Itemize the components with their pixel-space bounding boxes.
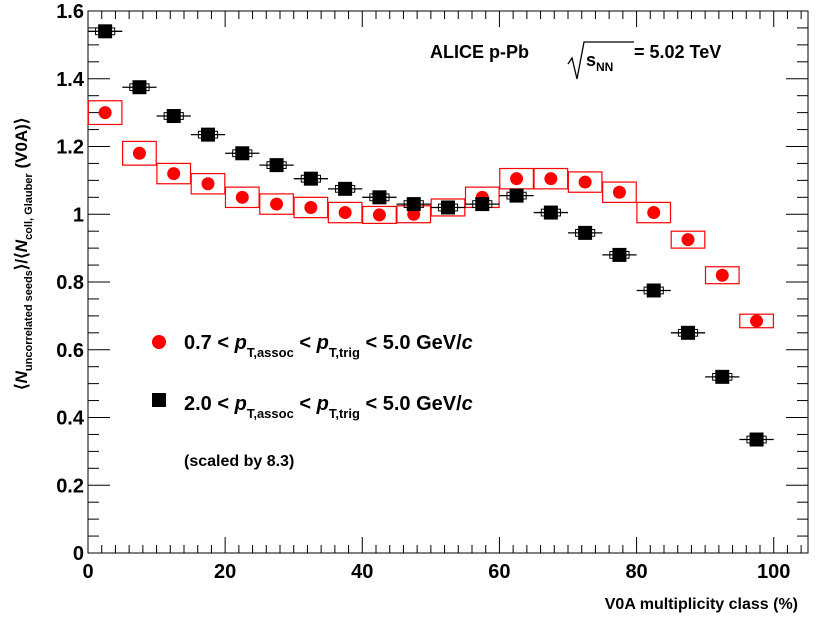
syst-box-red [704,266,740,285]
systematic-boxes [87,27,774,444]
syst-box-red [259,193,294,215]
data-point-black [235,146,250,161]
x-tick-label: 0 [82,561,93,583]
data-point-black [372,190,387,205]
data-point-red [750,314,764,328]
data-point-black [578,225,593,240]
data-point-red [612,185,626,199]
data-point-red [647,206,661,220]
x-tick-label: 20 [214,561,236,583]
data-point-red [715,268,729,282]
y-tick-label: 0.4 [56,408,85,430]
energy-label: sNN = 5.02 TeV [567,41,721,80]
syst-box-red [293,196,329,219]
data-point-red [372,208,386,222]
y-tick-label: 1 [73,204,84,226]
data-point-red [235,190,249,204]
data-point-red [167,167,181,181]
x-tick-label: 100 [757,561,790,583]
data-point-black [715,369,730,384]
y-tick-label: 0.8 [56,272,84,294]
syst-box-red [739,313,774,329]
data-point-red [681,233,695,247]
plot-frame [87,10,809,554]
svg-text:sNN: sNN [586,50,613,74]
scale-note: (scaled by 8.3) [184,453,294,470]
syst-box-red [327,201,363,224]
experiment-label: ALICE p-Pb [430,42,529,62]
syst-box-red [636,201,672,224]
syst-box-red [533,167,569,190]
svg-text:= 5.02 TeV: = 5.02 TeV [634,42,721,62]
data-point-red [270,197,284,211]
legend: 0.7 < pT,assoc < pT,trig < 5.0 GeV/c 2.0… [152,332,473,470]
data-point-black [338,181,353,196]
data-point-red [304,200,318,214]
legend-entry-2: 2.0 < pT,assoc < pT,trig < 5.0 GeV/c [184,393,473,421]
data-point-black [475,197,490,212]
data-point-red [132,146,146,160]
axes: 0 20 40 60 80 100 0 0.2 0.4 0.6 0.8 1 1.2 1.4 1.6 [56,1,809,583]
data-point-black [303,171,318,186]
syst-box-red [87,100,123,126]
syst-box-red [122,140,157,166]
data-point-black [646,283,661,298]
data-point-red [510,172,524,186]
legend-entry-1: 0.7 < pT,assoc < pT,trig < 5.0 GeV/c [184,332,473,360]
data-point-black [441,200,455,215]
data-point-black [612,247,627,262]
data-point-black [269,158,284,173]
data-point-red [544,172,558,186]
y-tick-label: 1.4 [56,69,85,91]
legend-marker-red [152,335,166,349]
data-point-red [98,106,112,120]
data-point-black [681,325,695,340]
data-point-black [98,24,113,39]
data-point-black [201,127,215,142]
y-tick-label: 1.2 [56,137,84,159]
syst-box-red [670,230,706,249]
data-point-red [338,206,352,220]
data-point-red [578,175,592,189]
x-tick-label: 80 [625,561,647,583]
data-point-black [749,432,764,447]
svg-text:⟨Nuncorrelated seeds⟩/⟨Ncoll,: ⟨Nuncorrelated seeds⟩/⟨Ncoll, Glauber (V… [12,118,35,390]
syst-box-red [190,173,226,195]
data-point-black [509,188,524,203]
y-axis-title: ⟨Nuncorrelated seeds⟩/⟨Ncoll, Glauber (V… [12,118,35,390]
syst-box-red [602,181,637,203]
data-point-black [543,205,558,220]
data-point-red [201,177,215,191]
data-point-black [406,197,421,212]
y-tick-label: 1.6 [56,1,84,23]
syst-box-red [224,186,260,209]
x-axis-title: V0A multiplicity class (%) [605,596,798,613]
x-tick-label: 40 [351,561,373,583]
syst-box-red [567,171,603,193]
syst-box-red [362,205,397,224]
legend-marker-black [152,393,166,407]
syst-box-red [156,162,192,185]
x-tick-label: 60 [488,561,510,583]
data-markers [98,24,764,447]
data-point-black [132,80,147,95]
y-tick-label: 0.6 [56,340,84,362]
y-tick-label: 0 [73,543,84,565]
y-tick-label: 0.2 [56,475,84,497]
sqrt-symbol [567,41,634,80]
data-point-black [166,109,181,124]
